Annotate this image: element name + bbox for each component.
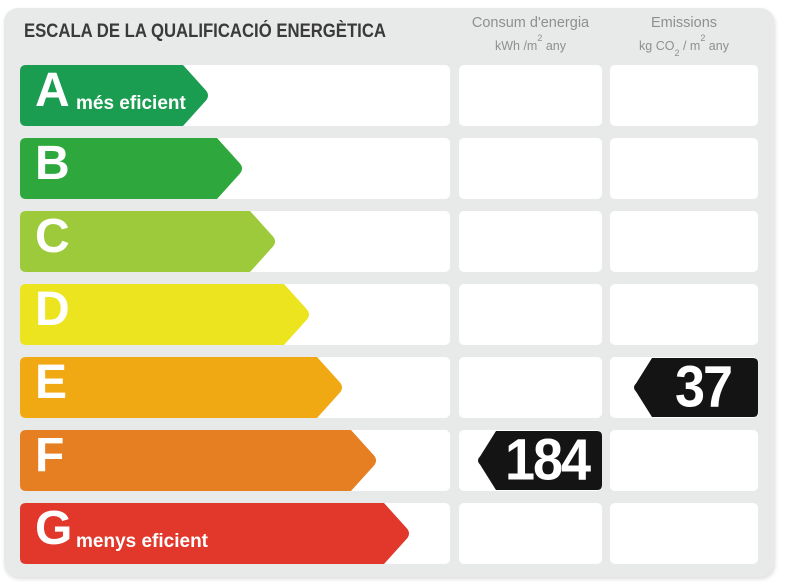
rating-letter-c: C: [35, 210, 70, 263]
rating-row-c: C: [4, 211, 774, 272]
emissions-cell-b: [610, 138, 758, 199]
emissions-cell-f: [610, 430, 758, 491]
rating-row-e: E 37: [4, 354, 774, 420]
rating-row-f: F 184: [4, 427, 774, 493]
consum-unit-text2: any: [542, 39, 566, 54]
consum-cell-c: [459, 211, 602, 272]
rating-letter-f: F: [35, 429, 65, 482]
panel-title: ESCALA DE LA QUALIFICACIÓ ENERGÈTICA: [24, 21, 386, 42]
rating-letter-b: B: [35, 137, 70, 190]
consum-cell-b: [459, 138, 602, 199]
consum-column-header: Consum d'energia kWh /m2 any: [459, 13, 602, 56]
black-left-arrow-icon: [478, 431, 602, 490]
emissions-value: 37: [674, 354, 733, 420]
emissions-cell-a: [610, 65, 758, 126]
emissions-unit-sup: 2: [700, 33, 706, 43]
emissions-unit-text3: any: [705, 39, 729, 54]
consum-value-marker: 184: [476, 427, 602, 493]
emissions-unit-sub: 2: [674, 47, 680, 58]
rating-arrow-g-icon: [20, 503, 409, 564]
emissions-cell-c: [610, 211, 758, 272]
rating-letter-a: A: [35, 64, 70, 117]
rating-arrow-e-icon: [20, 357, 342, 418]
rating-arrow-a-icon: [20, 65, 208, 126]
consum-cell-e: [459, 357, 602, 418]
efficiency-caption-a: més eficient: [76, 93, 186, 114]
rating-arrow-f-icon: [20, 430, 376, 491]
energy-scale-panel: ESCALA DE LA QUALIFICACIÓ ENERGÈTICA Con…: [4, 8, 774, 577]
consum-cell-g: [459, 503, 602, 564]
emissions-header-title: Emissions: [650, 15, 718, 31]
consum-unit-sup: 2: [537, 33, 543, 43]
emissions-column-header: Emissions kg CO2 / m2 any: [610, 13, 758, 61]
consum-header-title: Consum d'energia: [471, 15, 590, 31]
emissions-unit-text: kg CO: [639, 39, 675, 54]
rating-row-d: D: [4, 284, 774, 345]
consum-cell-d: [459, 284, 602, 345]
emissions-value-marker: 37: [632, 354, 758, 420]
rating-arrow-d-icon: [20, 284, 309, 345]
emissions-cell-g: [610, 503, 758, 564]
rating-row-b: B: [4, 138, 774, 199]
consum-value: 184: [504, 427, 591, 493]
rating-arrow-c-icon: [20, 211, 275, 272]
consum-unit-text: kWh /m: [494, 39, 538, 54]
rating-arrow-b-icon: [20, 138, 242, 199]
consum-header-units: kWh /m2 any: [459, 33, 602, 56]
black-left-arrow-icon: [634, 358, 758, 417]
emissions-cell-d: [610, 284, 758, 345]
rating-letter-g: G: [35, 502, 73, 555]
consum-cell-a: [459, 65, 602, 126]
rating-letter-d: D: [35, 283, 70, 336]
emissions-unit-text2: / m: [679, 39, 701, 54]
efficiency-caption-g: menys eficient: [76, 531, 208, 552]
rating-letter-e: E: [35, 356, 68, 409]
emissions-header-units: kg CO2 / m2 any: [610, 33, 758, 61]
